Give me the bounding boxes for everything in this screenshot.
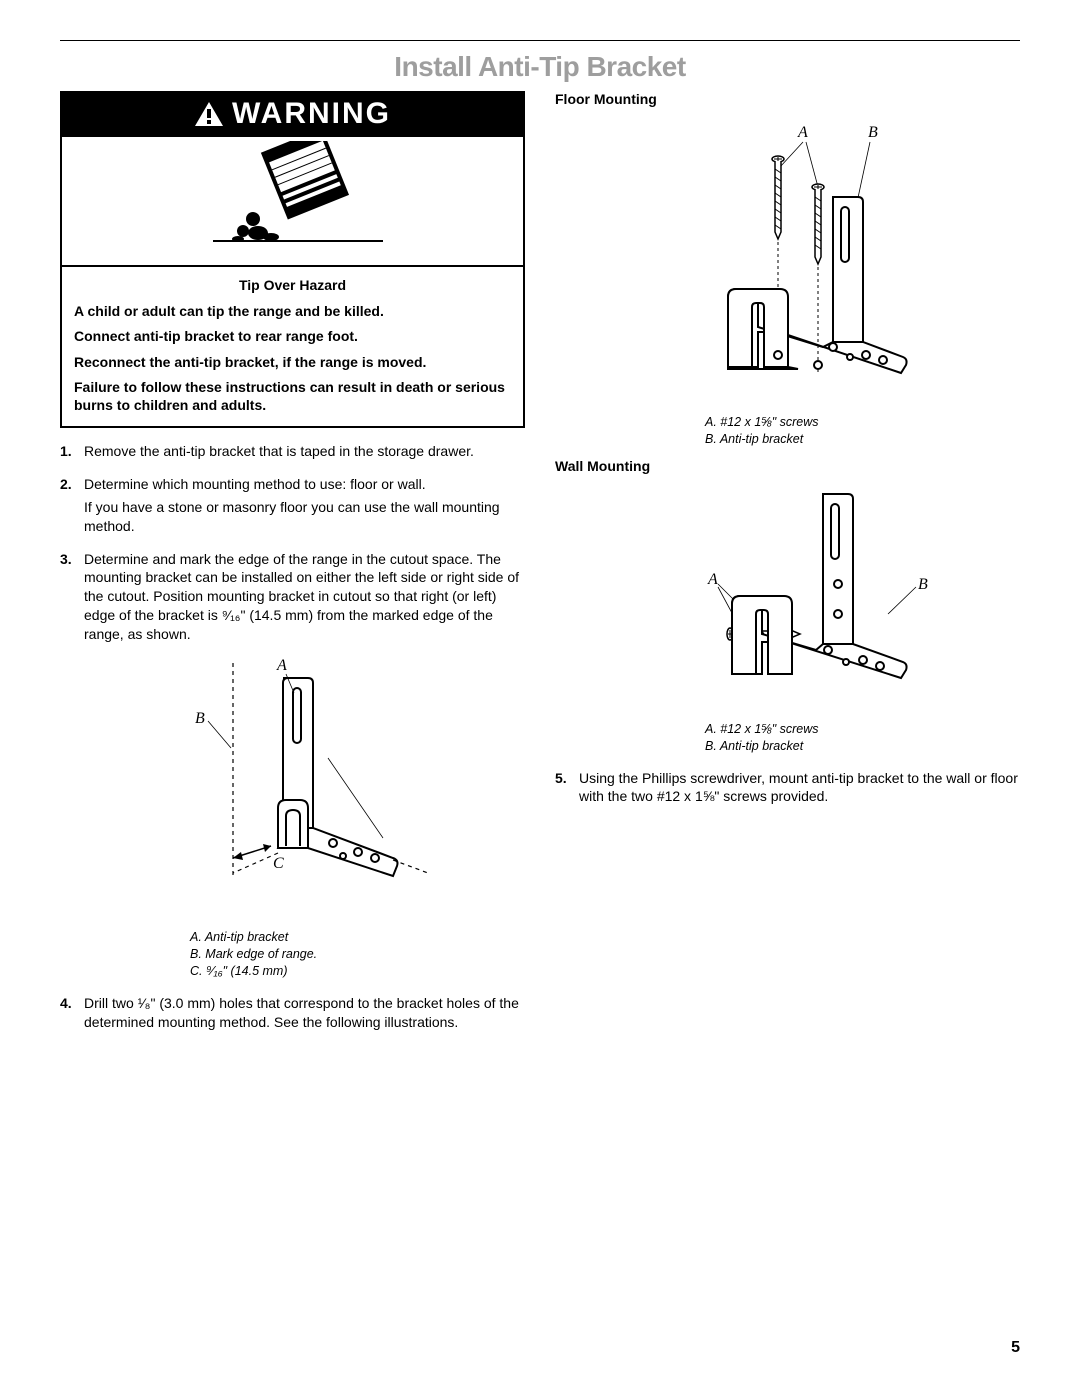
caption-line: A. #12 x 1⅝" screws <box>705 414 1020 431</box>
bracket-position-figure: B <box>60 658 525 980</box>
tip-over-hazard-image <box>62 137 523 267</box>
step-item: 5. Using the Phillips screwdriver, mount… <box>555 769 1020 811</box>
caption-line: A. #12 x 1⅝" screws <box>705 721 1020 738</box>
floor-mounting-heading: Floor Mounting <box>555 91 1020 107</box>
step-number: 4. <box>60 994 84 1036</box>
caption-line: C. ⁹⁄₁₆" (14.5 mm) <box>190 963 525 980</box>
floor-mounting-figure: A B <box>555 117 1020 448</box>
figure-label-c: C <box>273 855 284 872</box>
caption-line: B. Anti-tip bracket <box>705 431 1020 448</box>
steps-list-right: 5. Using the Phillips screwdriver, mount… <box>555 769 1020 811</box>
step-text: Determine which mounting method to use: … <box>84 475 525 494</box>
wall-label-b: B <box>918 576 928 593</box>
wall-mounting-caption: A. #12 x 1⅝" screws B. Anti-tip bracket <box>705 721 1020 755</box>
page: Install Anti-Tip Bracket WARNING <box>0 0 1080 1105</box>
floor-label-a: A <box>797 124 808 141</box>
step-item: 1. Remove the anti-tip bracket that is t… <box>60 442 525 465</box>
page-title: Install Anti-Tip Bracket <box>60 51 1020 83</box>
warning-line: Connect anti-tip bracket to rear range f… <box>74 328 511 346</box>
left-column: WARNING <box>60 91 525 1045</box>
step-text: Using the Phillips screwdriver, mount an… <box>579 769 1020 807</box>
figure-caption: A. Anti-tip bracket B. Mark edge of rang… <box>190 929 525 980</box>
step-number: 1. <box>60 442 84 465</box>
steps-list-left-continued: 4. Drill two ¹⁄₈" (3.0 mm) holes that co… <box>60 994 525 1036</box>
step-text: Remove the anti-tip bracket that is tape… <box>84 442 525 461</box>
warning-line: Failure to follow these instructions can… <box>74 379 511 414</box>
page-number: 5 <box>1011 1339 1020 1357</box>
step-item: 4. Drill two ¹⁄₈" (3.0 mm) holes that co… <box>60 994 525 1036</box>
caption-line: A. Anti-tip bracket <box>190 929 525 946</box>
step-item: 2. Determine which mounting method to us… <box>60 475 525 540</box>
step-text: Drill two ¹⁄₈" (3.0 mm) holes that corre… <box>84 994 525 1032</box>
warning-header-text: WARNING <box>232 97 391 131</box>
warning-triangle-icon <box>194 101 224 127</box>
figure-label-b: B <box>195 710 205 727</box>
warning-header: WARNING <box>62 93 523 137</box>
step-text: Determine and mark the edge of the range… <box>84 550 525 644</box>
wall-label-a: A <box>707 571 718 588</box>
warning-line: A child or adult can tip the range and b… <box>74 303 511 321</box>
floor-label-b: B <box>868 124 878 141</box>
hazard-title: Tip Over Hazard <box>74 277 511 295</box>
figure-label-a: A <box>276 658 287 674</box>
wall-mounting-figure: A B <box>555 484 1020 755</box>
floor-mounting-caption: A. #12 x 1⅝" screws B. Anti-tip bracket <box>705 414 1020 448</box>
caption-line: B. Mark edge of range. <box>190 946 525 963</box>
step-number: 3. <box>60 550 84 648</box>
step-number: 5. <box>555 769 579 811</box>
wall-mounting-heading: Wall Mounting <box>555 458 1020 474</box>
caption-line: B. Anti-tip bracket <box>705 738 1020 755</box>
two-column-layout: WARNING <box>60 91 1020 1045</box>
warning-text-block: Tip Over Hazard A child or adult can tip… <box>62 267 523 426</box>
top-rule <box>60 40 1020 41</box>
warning-box: WARNING <box>60 91 525 428</box>
warning-line: Reconnect the anti-tip bracket, if the r… <box>74 354 511 372</box>
step-item: 3. Determine and mark the edge of the ra… <box>60 550 525 648</box>
step-number: 2. <box>60 475 84 540</box>
step-text: If you have a stone or masonry floor you… <box>84 498 525 536</box>
right-column: Floor Mounting A B <box>555 91 1020 1045</box>
steps-list-left: 1. Remove the anti-tip bracket that is t… <box>60 442 525 648</box>
